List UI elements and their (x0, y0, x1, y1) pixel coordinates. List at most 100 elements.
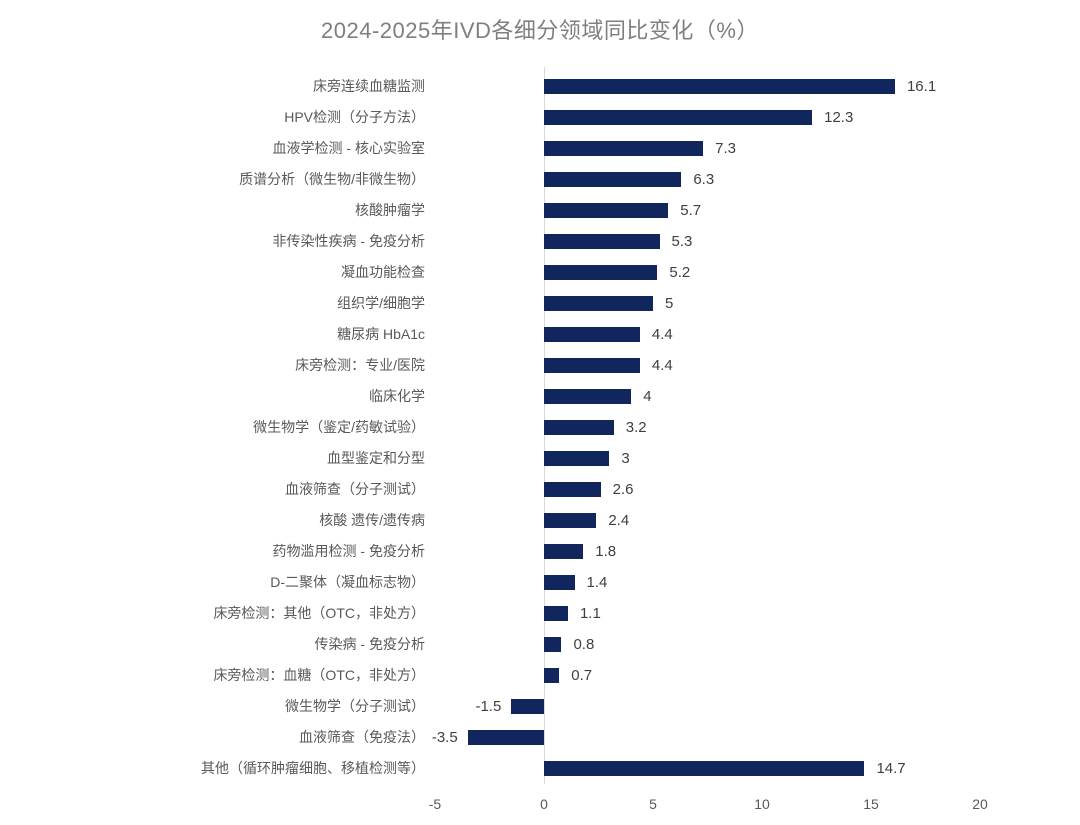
value-label: 5.2 (669, 264, 691, 281)
bar (544, 79, 895, 94)
bar (544, 296, 653, 311)
value-label: 4.4 (651, 326, 673, 343)
category-label: 其他（循环肿瘤细胞、移植检测等） (201, 760, 425, 776)
chart-row: 血液筛查（分子测试） 2.6 (0, 474, 1080, 505)
chart-row: 床旁检测：血糖（OTC，非处方） 0.7 (0, 660, 1080, 691)
chart-row: 药物滥用检测 - 免疫分析 1.8 (0, 536, 1080, 567)
chart-row: 血型鉴定和分型 3 (0, 443, 1080, 474)
category-label: D-二聚体（凝血标志物） (270, 574, 425, 590)
category-label: 血液学检测 - 核心实验室 (272, 140, 425, 156)
category-label: 血型鉴定和分型 (327, 450, 425, 466)
bar (544, 668, 560, 683)
x-axis-tick-label: 15 (863, 796, 879, 812)
value-label: 5.7 (680, 202, 702, 219)
chart-row: 糖尿病 HbA1c 4.4 (0, 319, 1080, 350)
value-label: 14.7 (876, 760, 906, 777)
value-label: 0.7 (571, 667, 593, 684)
bar (544, 141, 704, 156)
bar (544, 389, 632, 404)
value-label: 12.3 (824, 109, 854, 126)
category-label: 床旁检测：专业/医院 (295, 357, 425, 373)
category-label: 质谱分析（微生物/非微生物） (239, 171, 425, 187)
plot-area: 床旁连续血糖监测 16.1 HPV检测（分子方法） 12.3 血液学检测 - 核心实验室… (0, 67, 1080, 784)
chart-row: 核酸 遗传/遗传病 2.4 (0, 505, 1080, 536)
category-label: 糖尿病 HbA1c (337, 326, 425, 342)
bar-track: 16.1 (435, 71, 980, 102)
chart-row: 床旁检测：其他（OTC，非处方） 1.1 (0, 598, 1080, 629)
bar (544, 575, 575, 590)
value-label: 7.3 (715, 140, 736, 157)
x-axis: -5 0 5 10 15 20 (429, 792, 988, 818)
value-label: 6.3 (693, 171, 715, 188)
bar (544, 482, 601, 497)
chart-row: 临床化学 4 (0, 381, 1080, 412)
bar-track: 5.2 (435, 257, 980, 288)
x-axis-tick-label: 10 (754, 796, 770, 812)
chart-row: 床旁检测：专业/医院 4.4 (0, 350, 1080, 381)
bar-track: 4 (435, 381, 980, 412)
bar (544, 327, 640, 342)
category-label: 床旁检测：血糖（OTC，非处方） (213, 667, 425, 683)
bar-track: 4.4 (435, 350, 980, 381)
chart-row: 非传染性疾病 - 免疫分析 5.3 (0, 226, 1080, 257)
value-label: 5.3 (671, 233, 693, 250)
bar-track: 2.4 (435, 505, 980, 536)
value-label: 2.6 (612, 481, 634, 498)
x-axis-tick-label: 0 (540, 796, 548, 812)
bar (544, 172, 682, 187)
x-axis-tick-label: 5 (649, 796, 657, 812)
value-label: 4 (643, 388, 652, 405)
bar (544, 606, 568, 621)
category-label: HPV检测（分子方法） (284, 109, 425, 125)
category-label: 组织学/细胞学 (337, 295, 425, 311)
bar (467, 730, 544, 745)
x-axis-tick-label: -5 (428, 796, 442, 812)
bar-track: 5 (435, 288, 980, 319)
value-label: 3 (621, 450, 630, 467)
bar (544, 358, 640, 373)
category-label: 血液筛查（免疫法） (299, 729, 425, 745)
chart-title: 2024-2025年IVD各细分领域同比变化（%） (321, 18, 759, 43)
value-label: -3.5 (431, 729, 458, 746)
chart-row: 微生物学（分子测试） -1.5 (0, 691, 1080, 722)
chart-row: 组织学/细胞学 5 (0, 288, 1080, 319)
bar-track: 2.6 (435, 474, 980, 505)
bar-track: -1.5 (435, 691, 980, 722)
value-label: 1.1 (579, 605, 601, 622)
bar-track: 1.4 (435, 567, 980, 598)
chart-row: HPV检测（分子方法） 12.3 (0, 102, 1080, 133)
bar (544, 544, 584, 559)
bar (511, 699, 544, 714)
bar-track: 6.3 (435, 164, 980, 195)
bar (544, 265, 658, 280)
category-label: 核酸肿瘤学 (355, 202, 425, 218)
category-label: 微生物学（分子测试） (285, 698, 425, 714)
bar (544, 234, 660, 249)
bar-track: 3.2 (435, 412, 980, 443)
value-label: 2.4 (608, 512, 630, 529)
value-label: 16.1 (906, 78, 937, 95)
category-label: 传染病 - 免疫分析 (314, 636, 425, 652)
category-label: 床旁连续血糖监测 (313, 78, 425, 94)
bar-track: 3 (435, 443, 980, 474)
value-label: -1.5 (475, 698, 502, 715)
chart-row: 其他（循环肿瘤细胞、移植检测等） 14.7 (0, 753, 1080, 784)
bar-track: 0.7 (435, 660, 980, 691)
chart-row: 传染病 - 免疫分析 0.8 (0, 629, 1080, 660)
chart-row: 血液学检测 - 核心实验室 7.3 (0, 133, 1080, 164)
category-label: 临床化学 (369, 388, 425, 404)
chart-row: D-二聚体（凝血标志物） 1.4 (0, 567, 1080, 598)
x-axis-tick-label: 20 (972, 796, 988, 812)
chart-row: 凝血功能检查 5.2 (0, 257, 1080, 288)
category-label: 微生物学（鉴定/药敏试验） (253, 419, 425, 435)
bar-track: 12.3 (435, 102, 980, 133)
value-label: 5 (665, 295, 674, 312)
bar (544, 420, 614, 435)
category-label: 床旁检测：其他（OTC，非处方） (213, 605, 425, 621)
bar (544, 451, 610, 466)
bar (544, 761, 865, 776)
category-label: 血液筛查（分子测试） (285, 481, 425, 497)
value-label: 3.2 (625, 419, 647, 436)
chart-row: 核酸肿瘤学 5.7 (0, 195, 1080, 226)
